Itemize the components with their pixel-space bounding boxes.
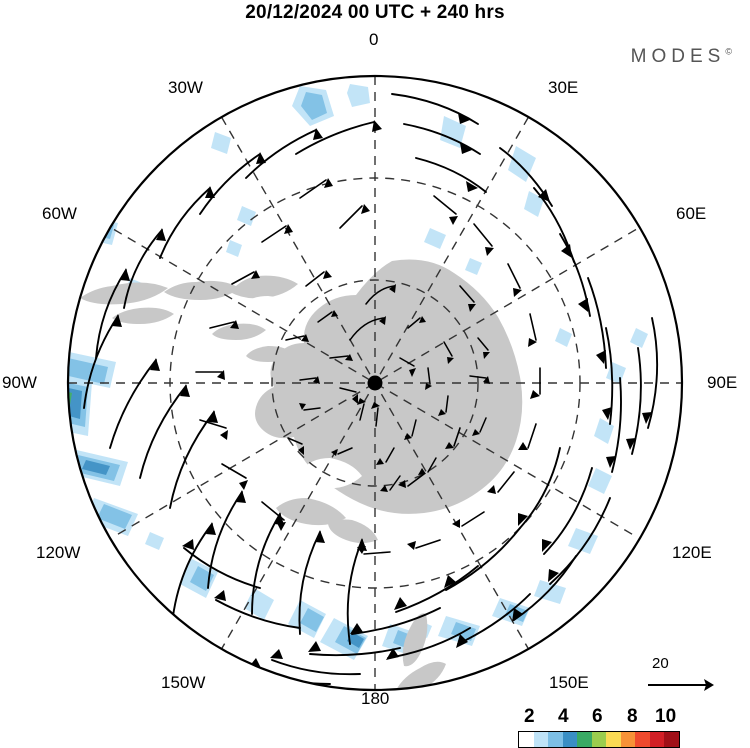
lon-label-150e: 150E: [549, 673, 589, 692]
wind-vectors: [83, 93, 659, 685]
lon-label-90e: 90E: [707, 373, 738, 392]
vector-scale-label: 20: [652, 655, 669, 672]
globe-outline: [66, 74, 684, 692]
colorbar-swatch-5: [591, 732, 607, 747]
colorbar-swatch-9: [649, 732, 665, 747]
modes-logo-text: MODES: [630, 46, 726, 67]
colorbar-tick-8: 8: [627, 706, 638, 727]
modes-logo: MODES©: [631, 46, 732, 68]
lon-label-30w: 30W: [168, 78, 203, 97]
south-pole-marker: [367, 375, 383, 391]
lon-label-0: 0: [369, 30, 379, 49]
lon-label-30e: 30E: [548, 78, 579, 97]
colorbar: [518, 731, 680, 748]
colorbar-swatch-0: [519, 732, 534, 747]
colorbar-tick-4: 4: [558, 706, 569, 727]
lon-label-60w: 60W: [42, 204, 77, 223]
lon-label-90w: 90W: [2, 373, 37, 392]
colorbar-swatch-2: [548, 732, 563, 747]
lon-label-150w: 150W: [161, 673, 206, 692]
lon-label-120e: 120E: [672, 543, 712, 562]
lon-label-120w: 120W: [36, 543, 81, 562]
lon-label-180: 180: [361, 689, 390, 708]
vector-scale-arrow: [648, 679, 714, 691]
lon-label-60e: 60E: [676, 204, 707, 223]
antarctica-landmass: [80, 259, 566, 690]
colorbar-tick-6: 6: [592, 706, 603, 727]
colorbar-swatch-6: [606, 732, 621, 747]
colorbar-swatch-8: [635, 732, 650, 747]
colorbar-ticklabels: 2 4 6 8 10: [518, 706, 718, 730]
graticule-latitudes: [169, 177, 581, 589]
colorbar-swatch-4: [577, 732, 592, 747]
colorbar-swatch-3: [562, 732, 578, 747]
colorbar-tick-2: 2: [524, 706, 535, 727]
polar-map: [0, 28, 750, 718]
colorbar-swatch-10: [664, 732, 680, 747]
colorbar-swatch-1: [533, 732, 549, 747]
colorbar-tick-10: 10: [655, 706, 677, 727]
antarctica-inlets: [244, 296, 362, 495]
page-title: 20/12/2024 00 UTC + 240 hrs: [245, 2, 505, 23]
copyright-icon: ©: [725, 46, 732, 57]
colorbar-swatch-7: [620, 732, 636, 747]
